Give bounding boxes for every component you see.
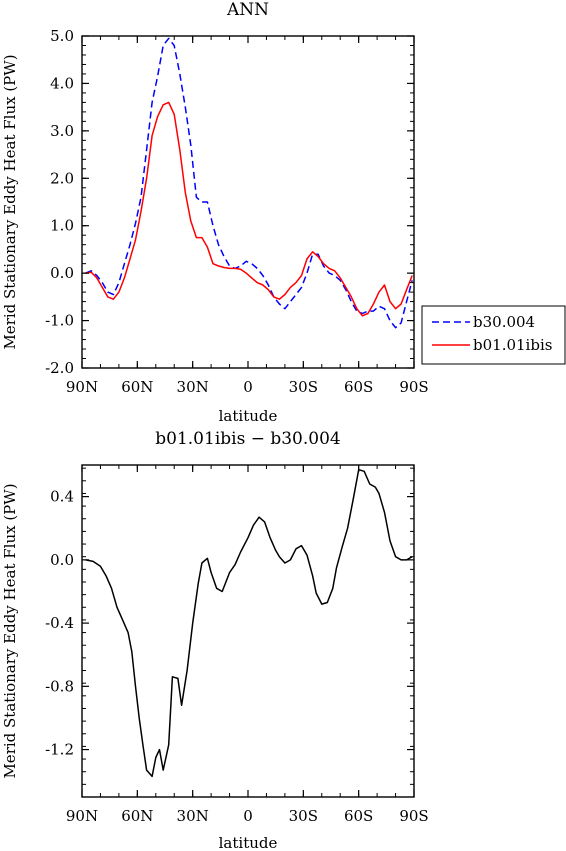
chart-1-x-axis-label: latitude — [219, 407, 278, 425]
legend-box — [421, 305, 566, 365]
legend: b30.004 b01.01ibis — [421, 305, 566, 365]
chart-1-y-tick-label: 3.0 — [50, 122, 74, 140]
chart-1-plot-frame — [81, 35, 415, 369]
chart-1-y-tick-label: 2.0 — [50, 169, 74, 187]
chart-2-x-tick-label: 60S — [344, 807, 373, 825]
chart-2-y-tick-label: -0.4 — [45, 614, 74, 632]
chart-2-y-tick-label: 0.0 — [50, 551, 74, 569]
legend-label-b30-004: b30.004 — [473, 313, 535, 331]
chart-1-y-tick-label: 0.0 — [50, 264, 74, 282]
chart-2: b01.01ibis − b30.004 0.40.0-0.4-0.8-1.2 … — [1, 429, 429, 851]
chart-1-x-tick-label: 60S — [344, 378, 373, 396]
chart-1-title: ANN — [226, 0, 269, 20]
chart-2-title: b01.01ibis − b30.004 — [155, 429, 340, 449]
chart-1-y-tick-label: 1.0 — [50, 217, 74, 235]
chart-1: ANN 5.0 4.0 3.0 2.0 1.0 0.0 -1.0 -2.0 90N 60N 30N… — [1, 0, 566, 425]
chart-2-x-tick-label: 30N — [177, 807, 209, 825]
chart-1-x-tick-label: 90S — [399, 378, 428, 396]
chart-1-x-tick-label: 0 — [243, 378, 253, 396]
chart-2-x-axis-label: latitude — [219, 834, 278, 851]
chart-2-y-axis-label: Merid Stationary Eddy Heat Flux (PW) — [1, 483, 19, 778]
chart-2-y-tick-label: -1.2 — [45, 741, 74, 759]
chart-2-x-tick-label: 90N — [66, 807, 98, 825]
chart-2-x-tick-label: 90S — [399, 807, 428, 825]
chart-1-y-tick-label: -1.0 — [45, 312, 74, 330]
chart-2-y-tick-label: -0.8 — [45, 677, 74, 695]
chart-1-x-tick-label: 30N — [177, 378, 209, 396]
chart-1-y-tick-label: 5.0 — [50, 27, 74, 45]
chart-1-y-tick-label: -2.0 — [45, 359, 74, 377]
chart-2-y-tick-label: 0.4 — [50, 488, 74, 506]
chart-2-x-tick-label: 30S — [289, 807, 318, 825]
chart-2-series-line-1 — [85, 468, 413, 778]
chart-1-series-line-b01-01ibis — [85, 101, 413, 317]
chart-1-y-axis-label: Merid Stationary Eddy Heat Flux (PW) — [1, 54, 19, 349]
chart-1-series-line-b30-004 — [85, 37, 413, 329]
chart-1-y-tick-label: 4.0 — [50, 74, 74, 92]
chart-2-x-tick-label: 0 — [243, 807, 253, 825]
chart-2-x-tick-label: 60N — [121, 807, 153, 825]
chart-1-x-tick-label: 30S — [289, 378, 318, 396]
chart-1-x-tick-label: 90N — [66, 378, 98, 396]
legend-label-b01-01ibis: b01.01ibis — [473, 336, 552, 354]
chart-2-plot-frame — [81, 464, 415, 798]
chart-1-x-tick-label: 60N — [121, 378, 153, 396]
